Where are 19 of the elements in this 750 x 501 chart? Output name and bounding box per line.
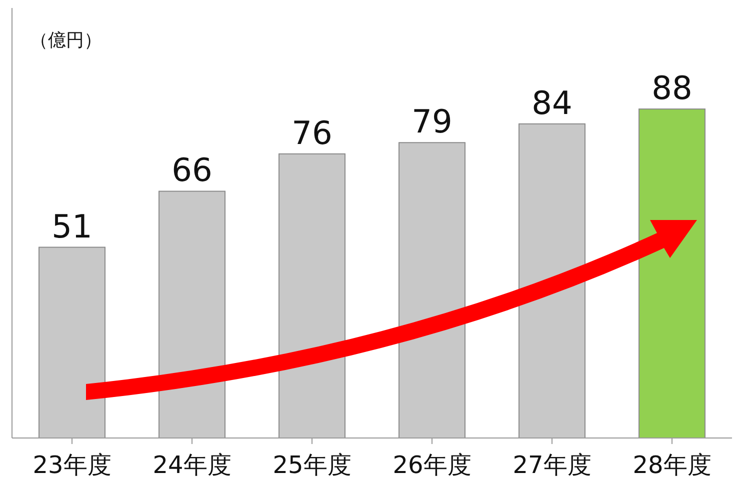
data-label: 66 (172, 151, 212, 190)
data-label: 51 (52, 207, 92, 246)
bar (638, 108, 706, 438)
bar (158, 190, 226, 438)
x-tick-label: 28年度 (632, 451, 712, 480)
x-tick-label: 23年度 (32, 451, 112, 480)
x-tick-label: 27年度 (512, 451, 592, 480)
data-label: 79 (412, 102, 452, 141)
bar (278, 153, 346, 438)
x-tick-label: 25年度 (272, 451, 352, 480)
y-axis-title: （億円） (30, 29, 102, 52)
bar (398, 142, 466, 438)
data-label: 84 (532, 84, 572, 122)
x-tick-label: 24年度 (152, 451, 232, 480)
x-tick-label: 26年度 (392, 451, 472, 480)
data-label: 88 (652, 68, 692, 107)
bar (518, 123, 586, 438)
data-label: 76 (292, 114, 332, 152)
bar (38, 246, 106, 438)
